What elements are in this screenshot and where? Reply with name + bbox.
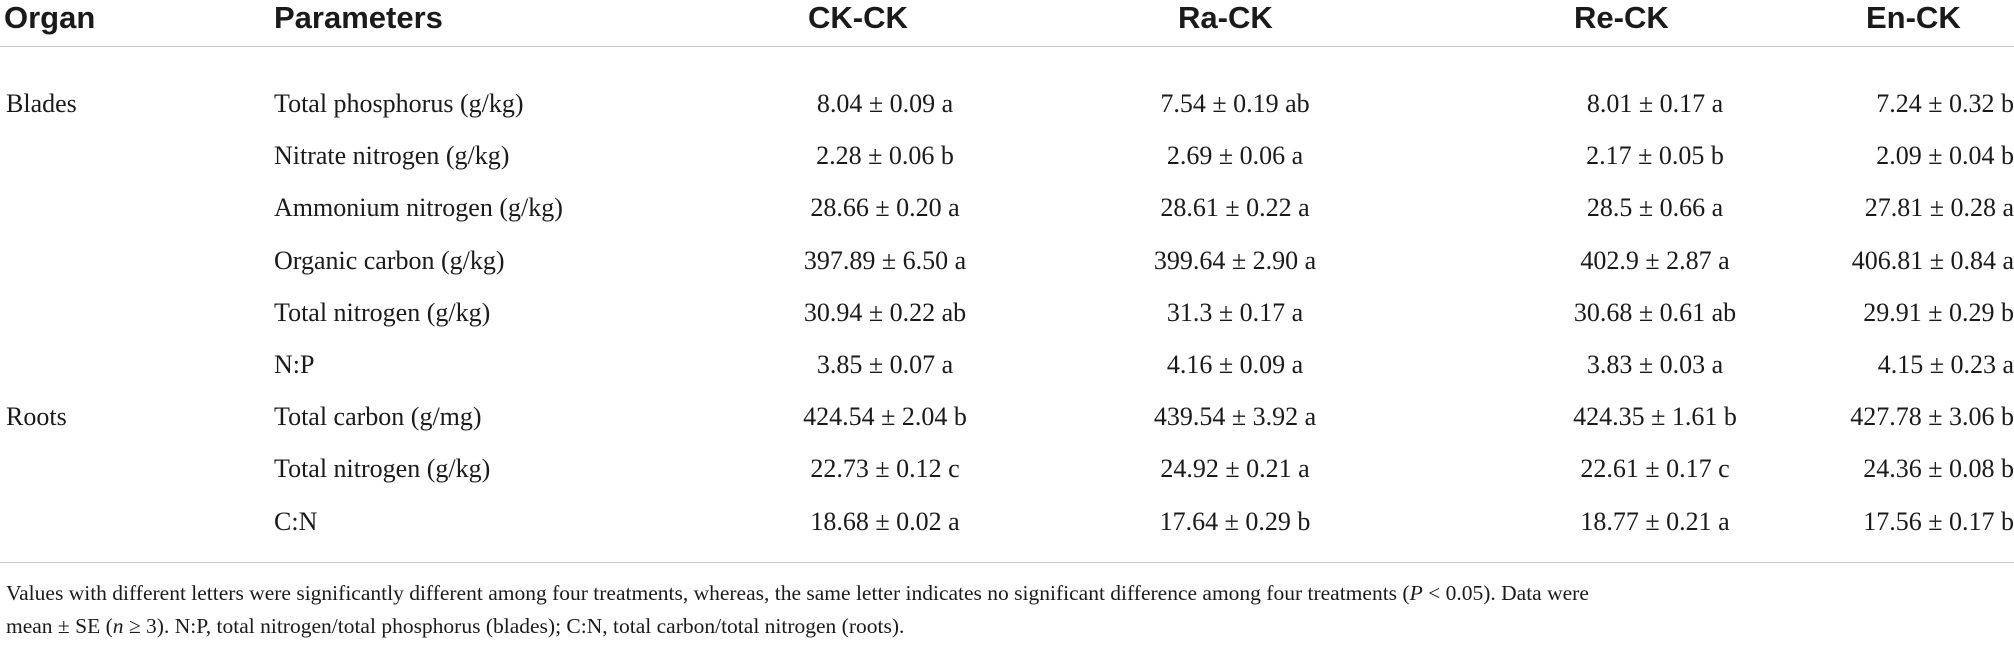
table-row: Ammonium nitrogen (g/kg) 28.66 ± 0.20 a 28… bbox=[0, 188, 2014, 240]
value-cell-re-ck: 424.35 ± 1.61 b bbox=[1573, 402, 1737, 432]
footnote-line2-end: ≥ 3). N:P, total nitrogen/total phosphor… bbox=[123, 614, 905, 638]
parameter-cell: Total nitrogen (g/kg) bbox=[274, 297, 491, 327]
parameter-cell: Organic carbon (g/kg) bbox=[274, 245, 505, 275]
value-cell-ck-ck: 28.66 ± 0.20 a bbox=[810, 193, 960, 223]
value-cell-en-ck: 27.81 ± 0.28 a bbox=[1864, 193, 2014, 223]
header-organ: Organ bbox=[4, 0, 96, 35]
value-cell-re-ck: 28.5 ± 0.66 a bbox=[1586, 193, 1724, 223]
value-cell-ra-ck: 31.3 ± 0.17 a bbox=[1166, 297, 1304, 327]
value-cell-ck-ck: 8.04 ± 0.09 a bbox=[816, 89, 954, 118]
parameter-cell: Ammonium nitrogen (g/kg) bbox=[274, 193, 563, 223]
parameter-cell: Total carbon (g/mg) bbox=[274, 402, 482, 432]
value-cell-ck-ck: 18.68 ± 0.02 a bbox=[810, 506, 960, 536]
parameter-cell: C:N bbox=[274, 506, 318, 536]
value-cell-en-ck: 17.56 ± 0.17 b bbox=[1863, 506, 2014, 536]
value-cell-en-ck: 4.15 ± 0.23 a bbox=[1877, 349, 2014, 379]
footnote-line2-start: mean ± SE ( bbox=[6, 614, 113, 638]
table-row: Nitrate nitrogen (g/kg) 2.28 ± 0.06 b 2.69… bbox=[0, 136, 2014, 188]
footnote-line1-end: < 0.05). Data were bbox=[1422, 581, 1589, 605]
table-header: Organ Parameters CK-CK Ra-CK Re-CK En-CK bbox=[0, 0, 2014, 40]
value-cell-ra-ck: 439.54 ± 3.92 a bbox=[1153, 402, 1317, 432]
header-en-ck: En-CK bbox=[1866, 0, 1961, 35]
value-cell-ra-ck: 28.61 ± 0.22 a bbox=[1160, 193, 1310, 223]
parameter-cell: Total nitrogen (g/kg) bbox=[274, 454, 491, 484]
value-cell-re-ck: 3.83 ± 0.03 a bbox=[1586, 349, 1724, 379]
table-row: Total nitrogen (g/kg) 30.94 ± 0.22 ab 31.3… bbox=[0, 293, 2014, 345]
value-cell-re-ck: 22.61 ± 0.17 c bbox=[1580, 454, 1730, 484]
value-cell-en-ck: 7.24 ± 0.32 b bbox=[1876, 89, 2014, 118]
parameter-cell: Total phosphorus (g/kg) bbox=[274, 89, 524, 118]
footnote-line1-text: Values with different letters were signi… bbox=[6, 581, 1410, 605]
table-row: Roots Total carbon (g/mg) 424.54 ± 2.04 b 4… bbox=[0, 397, 2014, 449]
header-parameters: Parameters bbox=[274, 0, 443, 35]
value-cell-ck-ck: 397.89 ± 6.50 a bbox=[803, 245, 967, 275]
header-ck-ck: CK-CK bbox=[808, 0, 908, 35]
parameter-cell: Nitrate nitrogen (g/kg) bbox=[274, 141, 510, 171]
table-row: C:N 18.68 ± 0.02 a 17.64 ± 0.29 b 18.77 ± 0… bbox=[0, 502, 2014, 554]
value-cell-re-ck: 8.01 ± 0.17 a bbox=[1586, 89, 1724, 118]
value-cell-ck-ck: 3.85 ± 0.07 a bbox=[816, 349, 954, 379]
value-cell-ck-ck: 22.73 ± 0.12 c bbox=[810, 454, 960, 484]
value-cell-ck-ck: 2.28 ± 0.06 b bbox=[816, 141, 954, 171]
value-cell-ra-ck: 4.16 ± 0.09 a bbox=[1166, 349, 1304, 379]
value-cell-ra-ck: 24.92 ± 0.21 a bbox=[1160, 454, 1310, 484]
organ-cell: Blades bbox=[6, 89, 77, 118]
value-cell-en-ck: 2.09 ± 0.04 b bbox=[1876, 141, 2014, 171]
value-cell-re-ck: 402.9 ± 2.87 a bbox=[1580, 245, 1730, 275]
bottom-rule bbox=[0, 562, 2014, 563]
value-cell-ck-ck: 424.54 ± 2.04 b bbox=[803, 402, 967, 432]
header-ra-ck: Ra-CK bbox=[1178, 0, 1273, 35]
value-cell-re-ck: 2.17 ± 0.05 b bbox=[1586, 141, 1724, 171]
footnote-line-2: mean ± SE (n ≥ 3). N:P, total nitrogen/t… bbox=[6, 610, 2006, 643]
value-cell-en-ck: 24.36 ± 0.08 b bbox=[1863, 454, 2014, 484]
parameter-cell: N:P bbox=[274, 349, 315, 379]
footnote-n-symbol: n bbox=[112, 614, 124, 638]
value-cell-en-ck: 406.81 ± 0.84 a bbox=[1851, 245, 2014, 275]
value-cell-en-ck: 29.91 ± 0.29 b bbox=[1863, 297, 2014, 327]
value-cell-en-ck: 427.78 ± 3.06 b bbox=[1850, 402, 2014, 432]
value-cell-re-ck: 30.68 ± 0.61 ab bbox=[1573, 297, 1737, 327]
table-footnote: Values with different letters were signi… bbox=[6, 577, 2006, 643]
header-rule bbox=[0, 46, 2014, 47]
value-cell-ck-ck: 30.94 ± 0.22 ab bbox=[803, 297, 967, 327]
table-row: N:P 3.85 ± 0.07 a 4.16 ± 0.09 a 3.83 ± 0.03… bbox=[0, 345, 2014, 397]
value-cell-ra-ck: 2.69 ± 0.06 a bbox=[1166, 141, 1304, 171]
footnote-p-symbol: P bbox=[1409, 581, 1423, 605]
table-row: Blades Total phosphorus (g/kg) 8.04 ± 0.09… bbox=[0, 84, 2014, 136]
value-cell-re-ck: 18.77 ± 0.21 a bbox=[1580, 506, 1730, 536]
value-cell-ra-ck: 17.64 ± 0.29 b bbox=[1159, 506, 1311, 536]
table-body: Blades Total phosphorus (g/kg) 8.04 ± 0.09… bbox=[0, 84, 2014, 554]
value-cell-ra-ck: 7.54 ± 0.19 ab bbox=[1160, 89, 1310, 118]
table-row: Organic carbon (g/kg) 397.89 ± 6.50 a 399.… bbox=[0, 241, 2014, 293]
organ-cell: Roots bbox=[6, 402, 67, 432]
table-row: Total nitrogen (g/kg) 22.73 ± 0.12 c 24.92… bbox=[0, 449, 2014, 501]
value-cell-ra-ck: 399.64 ± 2.90 a bbox=[1153, 245, 1317, 275]
header-re-ck: Re-CK bbox=[1574, 0, 1669, 35]
footnote-line-1: Values with different letters were signi… bbox=[6, 577, 2006, 610]
